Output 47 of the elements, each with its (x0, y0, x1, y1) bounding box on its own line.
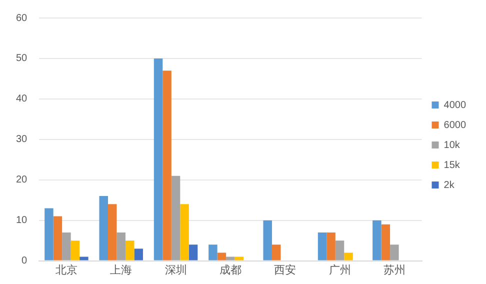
bar (226, 256, 235, 260)
bar (344, 252, 353, 260)
y-tick-label: 0 (22, 256, 28, 267)
bar (381, 224, 390, 260)
legend-label: 2k (444, 180, 456, 191)
bar (217, 252, 226, 260)
bar (99, 196, 108, 260)
y-tick-label: 20 (16, 174, 28, 186)
bar (318, 232, 327, 260)
bar (116, 232, 126, 260)
bar (154, 58, 163, 260)
bar (208, 244, 218, 260)
x-tick-label: 广州 (328, 263, 351, 276)
bar (335, 240, 344, 260)
legend-label: 6000 (444, 120, 466, 131)
x-tick-label: 深圳 (164, 263, 187, 276)
bar (134, 248, 143, 260)
y-tick-label: 60 (16, 12, 28, 24)
legend-label: 10k (444, 140, 461, 151)
x-tick-label: 西安 (274, 263, 296, 276)
bar (372, 220, 382, 260)
x-tick-label: 上海 (110, 263, 132, 276)
bar (234, 256, 244, 260)
y-tick-label: 30 (16, 134, 28, 146)
x-tick-label: 北京 (55, 263, 78, 276)
bar (108, 204, 117, 260)
legend-label: 15k (444, 160, 461, 171)
x-tick-label: 苏州 (383, 263, 406, 276)
bar (180, 204, 189, 260)
bar (326, 232, 336, 260)
bar (80, 256, 88, 260)
bar (62, 232, 71, 260)
bar (390, 244, 399, 260)
bar (188, 244, 198, 260)
bar (263, 220, 272, 260)
y-tick-label: 10 (16, 215, 28, 226)
x-tick-label: 成都 (219, 263, 242, 276)
y-tick-label: 50 (16, 53, 28, 64)
legend-label: 4000 (444, 100, 466, 111)
bar (125, 240, 134, 260)
bar (272, 244, 281, 260)
bar (53, 216, 62, 260)
bar (171, 176, 180, 260)
y-tick-label: 40 (16, 94, 28, 105)
bar (44, 208, 54, 260)
bar (70, 240, 80, 260)
bar (162, 70, 172, 260)
